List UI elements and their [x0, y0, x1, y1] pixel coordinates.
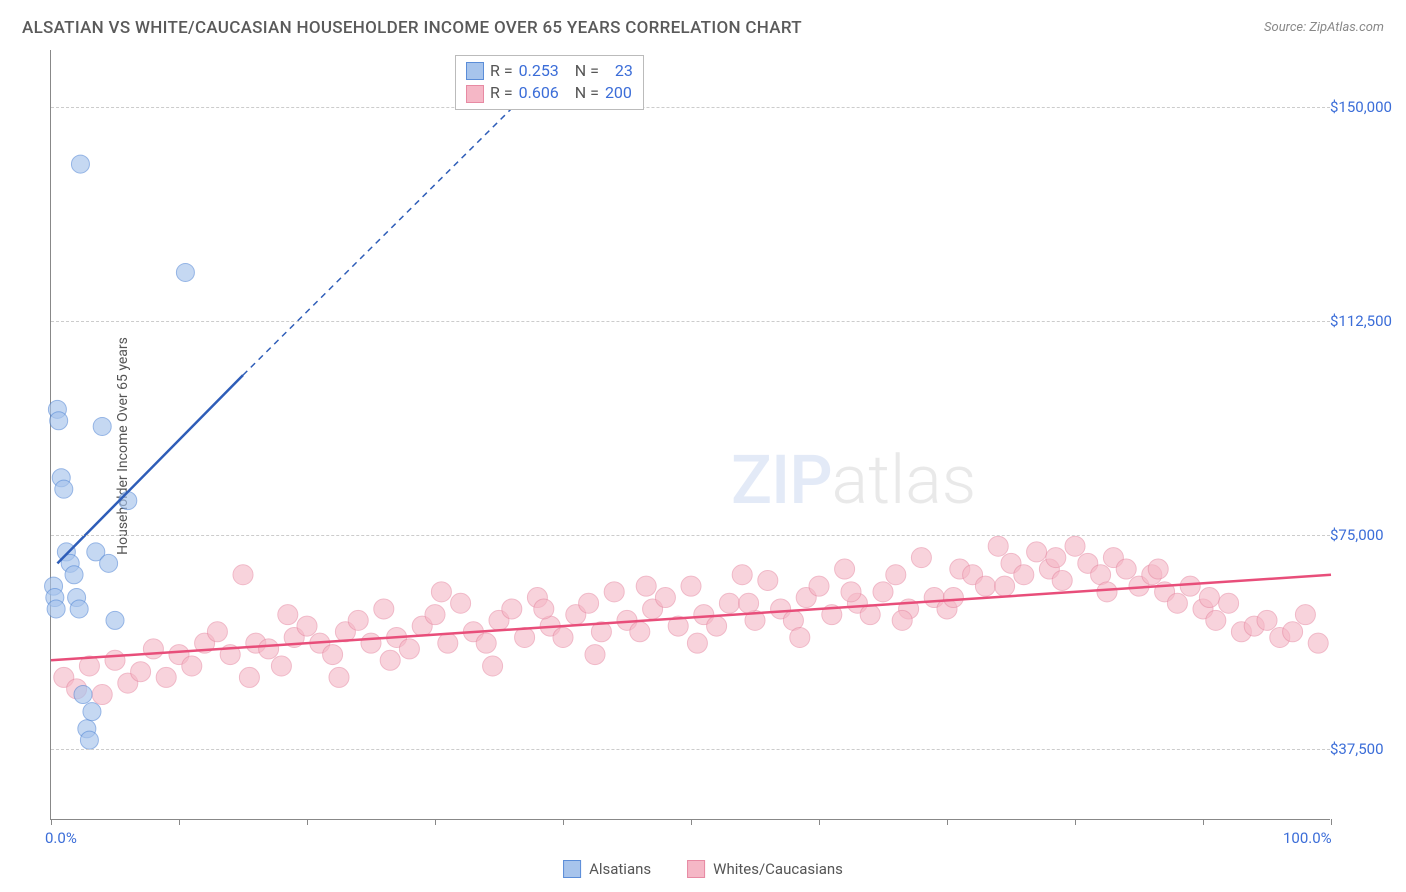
legend-item-whites: Whites/Caucasians: [687, 860, 843, 878]
r-label: R =: [490, 82, 513, 104]
legend-swatch-whites: [687, 860, 705, 878]
legend: Alsatians Whites/Caucasians: [563, 860, 843, 878]
source-attribution: Source: ZipAtlas.com: [1264, 20, 1384, 35]
r-value-1: 0.253: [519, 60, 559, 82]
r-value-2: 0.606: [519, 82, 559, 104]
n-label: N =: [575, 60, 599, 82]
chart-title: ALSATIAN VS WHITE/CAUCASIAN HOUSEHOLDER …: [22, 18, 802, 38]
r-label: R =: [490, 60, 513, 82]
scatter-svg: [51, 50, 1330, 819]
ytick-label: $37,500: [1330, 740, 1406, 758]
swatch-alsatians: [466, 62, 484, 80]
stats-box: R = 0.253 N = 23 R = 0.606 N = 200: [455, 55, 644, 110]
stats-row-1: R = 0.253 N = 23: [466, 60, 633, 82]
n-label: N =: [575, 82, 599, 104]
legend-item-alsatians: Alsatians: [563, 860, 651, 878]
legend-label-1: Alsatians: [589, 860, 651, 878]
ytick-label: $75,000: [1330, 526, 1406, 544]
xtick-label: 0.0%: [45, 829, 77, 847]
n-value-1: 23: [615, 60, 633, 82]
plot-area: ZIPatlas $37,500$75,000$112,500$150,0000…: [50, 50, 1330, 820]
legend-label-2: Whites/Caucasians: [713, 860, 843, 878]
stats-row-2: R = 0.606 N = 200: [466, 82, 633, 104]
legend-swatch-alsatians: [563, 860, 581, 878]
ytick-label: $150,000: [1330, 98, 1406, 116]
xtick-label: 100.0%: [1283, 829, 1332, 847]
n-value-2: 200: [605, 82, 632, 104]
swatch-whites: [466, 85, 484, 103]
ytick-label: $112,500: [1330, 312, 1406, 330]
